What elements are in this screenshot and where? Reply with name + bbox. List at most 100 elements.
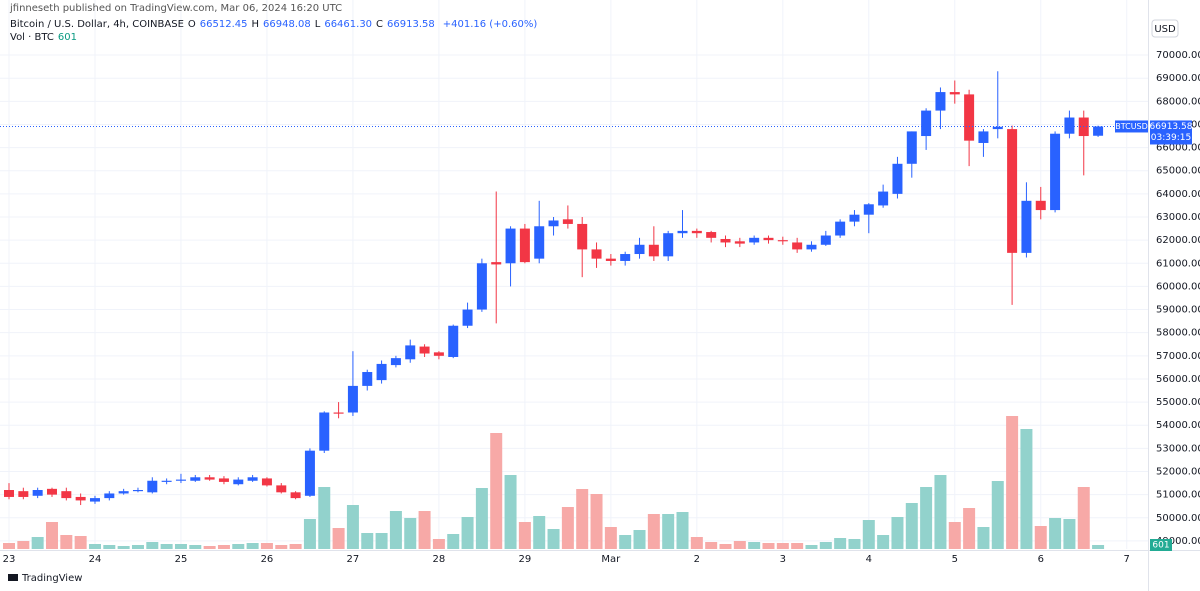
candle-body	[978, 131, 989, 143]
candle-body	[491, 262, 502, 265]
volume-bar	[705, 542, 718, 549]
candle-body	[61, 491, 72, 499]
candle-body	[691, 230, 702, 234]
ohlc-legend: O 66512.45 H 66948.08 L 66461.30 C 66913.58	[188, 19, 439, 30]
volume-bar	[547, 529, 560, 549]
candle-body	[519, 228, 530, 263]
candle-body	[190, 477, 201, 481]
x-tick-label: Mar	[601, 554, 621, 565]
candle-body	[419, 346, 430, 354]
candle-body	[648, 244, 659, 257]
symbol-label: BTCUSD	[1115, 122, 1148, 131]
candle-body	[992, 126, 1003, 130]
volume-bar	[3, 543, 15, 549]
candle-body	[777, 240, 788, 242]
candle-body	[233, 479, 244, 485]
candle-body	[677, 230, 688, 234]
volume-bar	[174, 544, 187, 549]
last-price-label: 66913.58	[1150, 122, 1193, 132]
x-tick-label: 28	[433, 554, 446, 565]
candle-body	[204, 477, 215, 480]
candle-body	[304, 450, 315, 496]
candle-body	[247, 477, 258, 481]
candle-body	[405, 345, 416, 360]
candle-body	[562, 219, 573, 224]
candle-body	[118, 491, 129, 494]
volume-bar	[404, 518, 417, 549]
volume-bar	[189, 545, 202, 549]
volume-bar	[332, 528, 345, 549]
volume-bar	[60, 535, 73, 549]
volume-bar	[791, 543, 804, 549]
candle-body	[921, 110, 932, 137]
volume-bar	[719, 544, 732, 549]
volume-legend-value: 601	[57, 32, 77, 43]
currency: USD	[1154, 24, 1176, 35]
countdown: 03:39:15	[1151, 133, 1191, 143]
candle-body	[261, 478, 272, 486]
volume-bar	[1049, 518, 1062, 549]
volume-bar	[934, 475, 947, 549]
y-tick-label: 51000.00	[1156, 490, 1200, 501]
candle-body	[634, 244, 645, 255]
volume-bar	[432, 539, 445, 549]
volume-bar	[447, 534, 460, 549]
volume-legend-line: Vol · BTC 601	[10, 32, 81, 43]
y-tick-label: 69000.00	[1156, 73, 1200, 84]
branding[interactable]: TradingView	[8, 573, 82, 584]
volume-bar	[576, 489, 589, 549]
volume-bar	[619, 535, 632, 549]
branding-text: TradingView	[21, 573, 82, 584]
x-tick-label: 2	[694, 554, 700, 565]
volume-bar	[504, 475, 517, 549]
y-tick-label: 63000.00	[1156, 212, 1200, 223]
volume-bar	[948, 522, 961, 549]
y-tick-label: 60000.00	[1156, 281, 1200, 292]
ohlc-prefix: C	[376, 19, 384, 30]
price-box	[1150, 120, 1192, 145]
volume-bar	[891, 517, 904, 549]
currency-box[interactable]	[1151, 19, 1179, 38]
volume-bar	[389, 511, 402, 549]
volume-bar	[475, 488, 488, 549]
candle-body	[175, 479, 186, 481]
volume-bar	[590, 494, 603, 549]
ohlc-prefix: L	[314, 19, 321, 30]
volume-bar	[31, 537, 44, 549]
candle-body	[591, 249, 602, 259]
x-tick-label: 3	[780, 554, 786, 565]
y-tick-label: 54000.00	[1156, 420, 1200, 431]
candle-body	[663, 233, 674, 257]
symbol-title: Bitcoin / U.S. Dollar, 4h, COINBASE	[10, 19, 184, 30]
volume-legend: Vol · BTC	[10, 32, 54, 43]
volume-bar	[490, 433, 503, 549]
candle-body	[1035, 200, 1046, 211]
volume-bar	[461, 517, 474, 549]
candle-body	[1021, 200, 1032, 253]
volume-bar	[1006, 416, 1019, 549]
volume-bar	[246, 543, 259, 549]
volume-bar	[203, 546, 216, 549]
y-tick-label: 56000.00	[1156, 374, 1200, 385]
volume-bar	[733, 541, 746, 549]
volume-bar	[963, 508, 976, 549]
ohlc-prefix: O	[187, 19, 196, 30]
candle-body	[433, 352, 444, 356]
candle-body	[863, 204, 874, 215]
volume-bar	[748, 542, 761, 549]
volume-bar	[361, 533, 374, 549]
candle-body	[1093, 126, 1104, 136]
candle-body	[577, 223, 588, 250]
x-tick-label: 26	[261, 554, 274, 565]
candle-body	[749, 237, 760, 243]
volume-bar	[862, 520, 875, 549]
candle-body	[18, 491, 29, 497]
candle-body	[362, 372, 373, 386]
ohlc-value: 66913.58	[387, 19, 435, 30]
volume-bar	[819, 542, 832, 549]
candle-body	[734, 241, 745, 244]
candle-body	[46, 488, 57, 495]
candle-body	[835, 221, 846, 236]
volume-bar	[905, 503, 918, 549]
candle-body	[32, 490, 43, 496]
